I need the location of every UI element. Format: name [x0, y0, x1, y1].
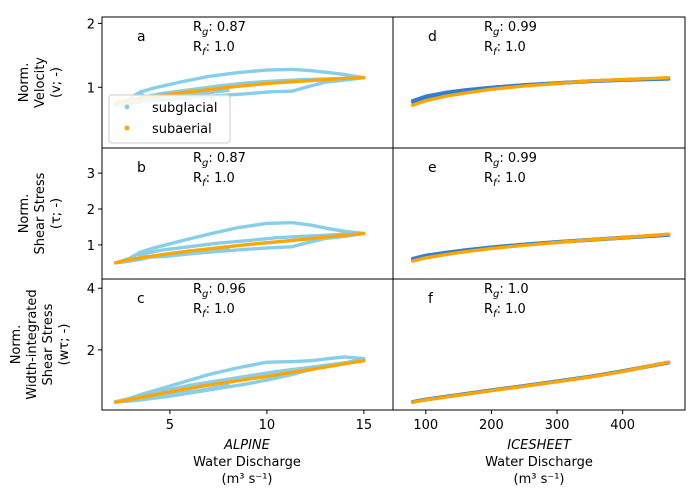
data-point-subaerial	[362, 231, 366, 236]
series-subglacial	[113, 220, 366, 265]
annotation-rf: Rf: 1.0	[484, 171, 526, 189]
series-subaerial	[113, 231, 366, 265]
x-axis-left-label: Water Discharge	[193, 455, 301, 470]
y-axis-label-line: Norm.	[9, 325, 24, 365]
panel-letter: d	[428, 29, 437, 45]
x-tick-label: 10	[259, 418, 276, 433]
x-tick-label: 400	[610, 418, 635, 433]
y-tick-label: 3	[87, 167, 95, 182]
panel-c-data	[113, 355, 366, 404]
panel-e-data	[410, 232, 671, 263]
annotation-rf: Rf: 1.0	[193, 302, 235, 320]
x-tick-label: 100	[413, 418, 438, 433]
y-axis-label-line: Velocity	[33, 57, 48, 108]
y-axis-label-line: (τ; -)	[49, 198, 64, 229]
panel-letter: e	[428, 160, 437, 176]
annotation-rg: Rg: 0.96	[193, 282, 246, 300]
y-axis-label-line: Norm.	[17, 194, 32, 234]
y-tick-label: 2	[87, 203, 95, 218]
legend-label-subglacial: subglacial	[152, 101, 217, 116]
annotation-rf: Rf: 1.0	[193, 40, 235, 58]
legend-marker-subaerial	[124, 125, 130, 131]
panel-f: 100 200 300 400 f Rg: 1.0 Rf: 1.0	[392, 278, 686, 433]
x-axis-left-title: ALPINE	[223, 438, 271, 453]
series-subaerial	[410, 360, 671, 404]
annotation-rg: Rg: 0.99	[484, 20, 537, 38]
annotation-rg: Rg: 0.87	[193, 151, 246, 169]
annotation-rf: Rf: 1.0	[484, 302, 526, 320]
annotation-rg: Rg: 1.0	[484, 282, 529, 300]
panel-frame	[392, 147, 686, 280]
annotation-rf: Rf: 1.0	[193, 171, 235, 189]
panel-frame	[392, 278, 686, 411]
x-axis-labels: ALPINE Water Discharge (m³ s⁻¹) ICESHEET…	[193, 438, 593, 487]
x-axis-left-unit: (m³ s⁻¹)	[222, 472, 273, 487]
data-point-subglacial	[226, 88, 230, 93]
series-subaerial	[410, 76, 671, 107]
y-axis-label-line: Shear Stress	[41, 303, 56, 385]
annotation-rg: Rg: 0.87	[193, 20, 246, 38]
data-point-subaerial	[362, 358, 366, 363]
data-point-subaerial	[362, 76, 366, 80]
x-tick-label: 300	[545, 418, 570, 433]
legend-label-subaerial: subaerial	[152, 122, 212, 137]
panel-f-data	[410, 360, 671, 404]
x-axis-right-unit: (m³ s⁻¹)	[514, 472, 565, 487]
data-point-subaerial	[666, 232, 671, 236]
y-tick-label: 2	[87, 17, 95, 32]
series-subaerial	[410, 232, 671, 263]
panel-c: 2 4 5 10 15 c Rg: 0.96 Rf: 1.0 Norm. Width-integr…	[9, 278, 394, 433]
annotation-rg: Rg: 0.99	[484, 151, 537, 169]
data-point-subaerial	[666, 76, 671, 80]
panel-letter: f	[428, 291, 434, 307]
panel-b: 1 2 3 b Rg: 0.87 Rf: 1.0 Norm. Shear Stress (τ; …	[17, 147, 394, 280]
x-axis-right-title: ICESHEET	[507, 438, 572, 453]
annotation-rf: Rf: 1.0	[484, 40, 526, 58]
x-tick-label: 5	[166, 418, 174, 433]
y-axis-label-line: Width-integrated	[25, 289, 40, 399]
x-axis-right-label: Water Discharge	[485, 455, 593, 470]
panel-frame	[101, 278, 394, 411]
panel-b-data	[113, 220, 366, 265]
y-axis-label-line: (wτ; -)	[57, 324, 72, 366]
panel-a: 1 2 a Rg: 0.87 Rf: 1.0 Norm. Velocity (v; -)	[17, 16, 394, 149]
panel-e: e Rg: 0.99 Rf: 1.0	[392, 147, 686, 280]
panel-letter: b	[137, 160, 146, 176]
legend-box	[108, 94, 231, 144]
y-tick-label: 1	[87, 239, 95, 254]
data-point-subglacial	[226, 383, 230, 388]
y-axis-label-line: (v; -)	[49, 67, 64, 98]
series-subaerial	[113, 358, 366, 404]
x-tick-label: 200	[479, 418, 504, 433]
legend-marker-subglacial	[124, 104, 130, 110]
legend: subglacial subaerial	[108, 94, 231, 144]
y-tick-label: 2	[87, 344, 95, 359]
y-tick-label: 1	[87, 81, 95, 96]
panel-d-data	[410, 76, 671, 107]
y-axis-label-line: Shear Stress	[33, 172, 48, 254]
panel-letter: c	[137, 291, 145, 307]
data-point-subaerial	[666, 360, 671, 364]
x-tick-label: 15	[356, 418, 373, 433]
panel-letter: a	[137, 29, 146, 45]
panel-d: d Rg: 0.99 Rf: 1.0	[392, 16, 686, 149]
y-tick-label: 4	[87, 282, 95, 297]
y-axis-label-line: Norm.	[17, 63, 32, 103]
